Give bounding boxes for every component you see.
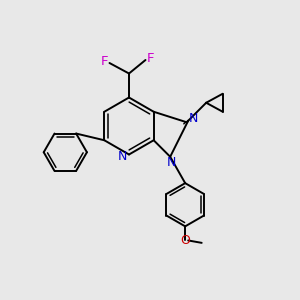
Text: N: N [118,149,127,163]
Text: O: O [180,234,190,247]
Text: F: F [147,52,155,65]
Text: N: N [189,112,198,125]
Text: F: F [100,55,108,68]
Text: N: N [167,156,176,169]
